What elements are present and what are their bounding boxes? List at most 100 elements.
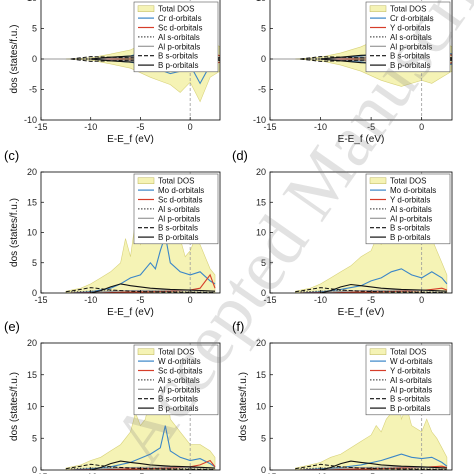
x-tick-label: -15	[34, 122, 47, 132]
x-tick-label: -10	[314, 295, 327, 305]
panel-label: (c)	[4, 148, 19, 163]
legend-entry-label: Al s-orbitals	[158, 376, 200, 385]
y-tick-label: 10	[256, 0, 266, 3]
y-tick-label: 5	[32, 24, 37, 34]
series-line-up-5	[320, 460, 447, 470]
x-tick-label: -15	[263, 472, 276, 474]
y-tick-label: 10	[256, 228, 266, 238]
x-axis-label: E-E_f (eV)	[107, 307, 154, 318]
y-tick-label: 10	[256, 402, 266, 412]
panel-6: -15 -10 -5 0 0 5 10 15 20 dos (states/f.u.) (f) Tot…	[232, 319, 453, 474]
y-tick-label: 0	[32, 465, 37, 474]
series-line-up-1	[300, 287, 448, 293]
panel-5: -15 -10 -5 0 0 5 10 15 20 dos (states/f.u.) (e) Tot…	[4, 319, 221, 474]
legend-entry-label: Y d-orbitals	[390, 196, 430, 205]
y-axis-label: dos (states/f.u.)	[238, 372, 249, 441]
y-tick-label: 0	[261, 465, 266, 474]
legend-entry-label: B p-orbitals	[158, 233, 198, 242]
series-line-up-4	[295, 287, 447, 293]
panel-3: -15 -10 -5 0 0 5 10 15 20 E-E_f (eV) dos (states/f…	[4, 148, 221, 318]
legend-entry-label: Sc d-orbitals	[158, 367, 202, 376]
panel-label: (e)	[4, 319, 20, 334]
legend-swatch-total	[369, 5, 387, 12]
legend-entry-label: B s-orbitals	[158, 224, 198, 233]
y-tick-label: 0	[261, 54, 266, 64]
series-line-up-4	[65, 463, 216, 470]
legend-entry-label: B p-orbitals	[390, 233, 430, 242]
y-tick-label: 15	[256, 370, 266, 380]
x-axis-label: E-E_f (eV)	[338, 134, 385, 145]
legend-entry-label: B s-orbitals	[390, 224, 430, 233]
y-tick-label: 5	[261, 258, 266, 268]
y-tick-label: -10	[24, 115, 37, 125]
series-line-up-0	[300, 268, 448, 293]
panel-label: (d)	[232, 148, 248, 163]
legend-entry-label: Total DOS	[158, 348, 194, 357]
x-tick-label: 0	[188, 295, 193, 305]
legend-entry-label: Al s-orbitals	[158, 33, 200, 42]
legend-entry-label: Y d-orbitals	[390, 367, 430, 376]
y-tick-label: 20	[256, 338, 266, 348]
y-tick-label: 15	[27, 197, 37, 207]
series-line-up-4	[70, 56, 220, 60]
legend-entry-label: Total DOS	[390, 348, 426, 357]
legend-entry-label: Total DOS	[390, 5, 426, 14]
legend-entry-label: B s-orbitals	[158, 52, 198, 61]
legend-entry-label: B p-orbitals	[158, 404, 198, 413]
series-line-up-5	[90, 460, 216, 470]
x-tick-label: -10	[314, 122, 327, 132]
series-line-up-4	[295, 463, 447, 470]
legend-entry-label: Cr d-orbitals	[158, 14, 202, 23]
y-tick-label: 10	[27, 0, 37, 3]
x-tick-label: -5	[136, 122, 144, 132]
y-tick-label: 10	[27, 228, 37, 238]
x-tick-label: 0	[188, 122, 193, 132]
legend-entry-label: Total DOS	[158, 177, 194, 186]
legend-entry-label: Al s-orbitals	[390, 205, 432, 214]
y-tick-label: 5	[32, 433, 37, 443]
legend-entry-label: B p-orbitals	[390, 404, 430, 413]
legend-entry-label: W d-orbitals	[390, 357, 433, 366]
x-tick-label: -5	[136, 472, 144, 474]
x-tick-label: -10	[314, 472, 327, 474]
x-tick-label: -10	[84, 122, 97, 132]
x-tick-label: -5	[367, 122, 375, 132]
legend-entry-label: B p-orbitals	[158, 61, 198, 70]
legend-entry-label: B s-orbitals	[390, 395, 430, 404]
panel-2: -15-10-50-10-50510E-E_f (eV)Total DOSCr …	[253, 0, 453, 145]
legend-entry-label: Al p-orbitals	[158, 385, 200, 394]
legend-swatch-total	[137, 5, 155, 12]
legend-entry-label: Mo d-orbitals	[390, 186, 436, 195]
x-tick-label: 0	[419, 472, 424, 474]
x-tick-label: -15	[263, 122, 276, 132]
legend-entry-label: Al p-orbitals	[390, 214, 432, 223]
legend-entry-label: W d-orbitals	[158, 357, 201, 366]
x-tick-label: -5	[367, 295, 375, 305]
legend-entry-label: Al p-orbitals	[158, 42, 200, 51]
legend-entry-label: Al s-orbitals	[158, 205, 200, 214]
legend-entry-label: B p-orbitals	[390, 61, 430, 70]
x-tick-label: 0	[419, 295, 424, 305]
x-tick-label: -10	[84, 472, 97, 474]
x-tick-label: -15	[34, 295, 47, 305]
y-tick-label: -5	[258, 85, 266, 95]
x-axis-label: E-E_f (eV)	[338, 307, 385, 318]
y-axis-label: dos (states/f.u.)	[9, 198, 20, 267]
legend-entry-label: Total DOS	[158, 5, 194, 14]
y-axis-label: dos (states/f.u.)	[9, 372, 20, 441]
legend-entry-label: Cr d-orbitals	[390, 14, 434, 23]
legend-swatch-total	[369, 348, 387, 355]
panel-4: -15 -10 -5 0 0 5 10 15 20 E-E_f (eV) (d) Total DOSM…	[232, 148, 453, 318]
x-tick-label: 0	[188, 472, 193, 474]
legend-entry-label: Al p-orbitals	[390, 385, 432, 394]
series-line-up-1	[300, 465, 448, 470]
legend-entry-label: Sc d-orbitals	[158, 24, 202, 33]
series-line-up-0	[70, 235, 216, 293]
legend-entry-label: Mo d-orbitals	[158, 186, 204, 195]
y-tick-label: 20	[256, 167, 266, 177]
